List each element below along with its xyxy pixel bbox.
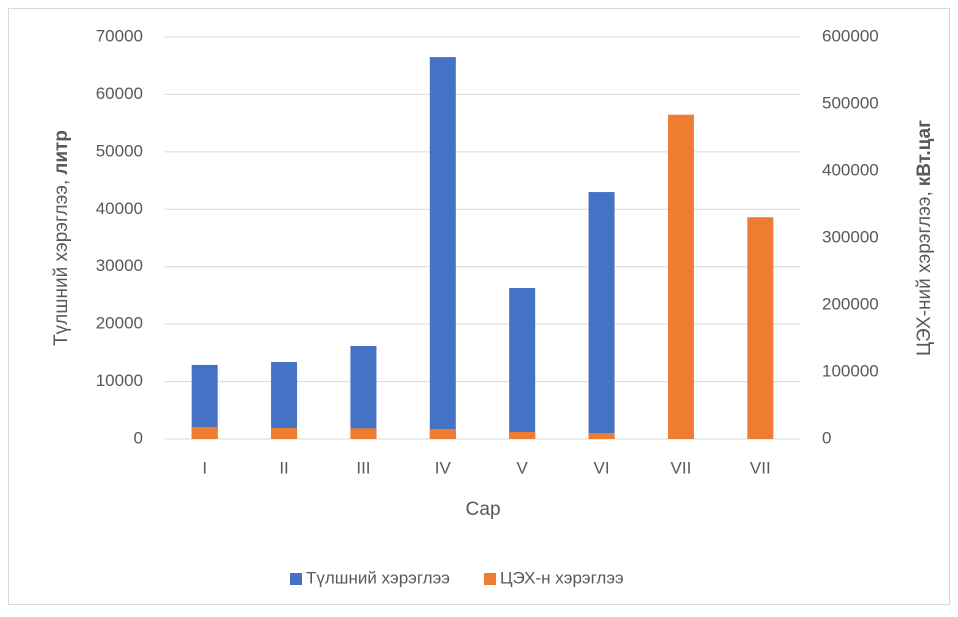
y2-tick-label: 600000 [822, 26, 879, 45]
legend-swatch [290, 573, 302, 585]
y-tick-label: 20000 [96, 314, 143, 333]
bar [191, 364, 218, 439]
x-tick-label: II [279, 458, 288, 477]
x-tick-label: VII [671, 458, 692, 477]
y-tick-label: 40000 [96, 199, 143, 218]
legend-swatch [483, 573, 496, 585]
x-tick-label: VI [594, 458, 610, 477]
y-axis-label-text: Түлшний хэрэглээ, [51, 180, 72, 346]
legend-label: ЦЭХ-н хэрэглээ [500, 568, 624, 587]
y2-tick-label: 300000 [822, 227, 879, 246]
bar [509, 287, 536, 439]
y-tick-label: 50000 [96, 141, 143, 160]
y-tick-label: 10000 [96, 371, 143, 390]
bar [271, 427, 298, 439]
bar [588, 432, 615, 439]
y2-tick-label: 0 [822, 428, 831, 447]
bar [667, 114, 694, 439]
x-tick-label: I [202, 458, 207, 477]
x-axis-label: Сар [465, 499, 500, 520]
x-tick-label: VII [750, 458, 771, 477]
y2-tick-label: 400000 [822, 160, 879, 179]
y2-tick-label: 500000 [822, 93, 879, 112]
bar [429, 428, 456, 439]
x-tick-label: V [517, 458, 529, 477]
bar [350, 345, 377, 439]
bar [350, 428, 377, 439]
y-axis-label-unit: литр [51, 130, 72, 175]
y-tick-label: 30000 [96, 256, 143, 275]
y-tick-label: 60000 [96, 84, 143, 103]
x-tick-label: IV [435, 458, 452, 477]
y2-tick-label: 100000 [822, 361, 879, 380]
y-axis-label: Түлшний хэрэглээ, литр [51, 130, 72, 346]
bar [747, 217, 774, 439]
bar [509, 431, 536, 439]
y2-axis-label-text: ЦЭХ-ний хэрэглээ, [914, 191, 935, 356]
y2-tick-label: 200000 [822, 294, 879, 313]
bar [271, 362, 298, 439]
x-tick-label: III [356, 458, 370, 477]
bar [191, 426, 218, 439]
y2-axis-label: ЦЭХ-ний хэрэглээ, кВт.цаг [914, 120, 935, 356]
y2-axis-label-unit: кВт.цаг [914, 120, 935, 186]
y-tick-label: 0 [134, 428, 143, 447]
legend-label: Түлшний хэрэглээ [306, 568, 450, 587]
bar [588, 192, 615, 439]
chart-border [8, 8, 950, 605]
bar [429, 57, 456, 439]
y-tick-label: 70000 [96, 26, 143, 45]
